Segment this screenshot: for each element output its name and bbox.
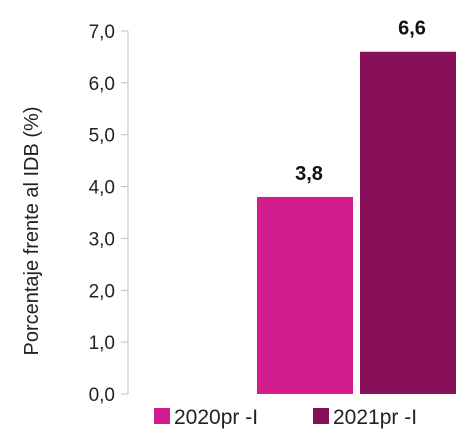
y-tick-label: 2,0 — [89, 281, 115, 302]
legend-label-2: 2021pr -I — [333, 406, 417, 429]
y-tick-label: 1,0 — [89, 333, 115, 354]
data-label-1: 3,8 — [295, 163, 323, 185]
y-tick-label: 7,0 — [89, 22, 115, 43]
y-tick-label: 3,0 — [89, 229, 115, 250]
legend-swatch-1 — [154, 408, 170, 424]
bars — [257, 51, 456, 394]
legend: 2020pr -I 2021pr -I — [154, 406, 417, 429]
y-tick-label: 5,0 — [89, 126, 115, 147]
bar-1 — [257, 196, 353, 394]
y-axis-label: Porcentaje frente al IDB (%) — [21, 107, 43, 356]
bar-2 — [360, 51, 456, 394]
data-label-2: 6,6 — [398, 18, 426, 40]
legend-swatch-2 — [313, 408, 329, 424]
y-tick-label: 0,0 — [89, 385, 115, 406]
y-tick-label: 6,0 — [89, 74, 115, 95]
data-labels: 3,8 6,6 — [295, 18, 426, 185]
y-axis-ticks: 0,0 1,0 2,0 3,0 4,0 5,0 6,0 7,0 — [89, 22, 128, 406]
legend-label-1: 2020pr -I — [174, 406, 258, 429]
y-tick-label: 4,0 — [89, 178, 115, 199]
